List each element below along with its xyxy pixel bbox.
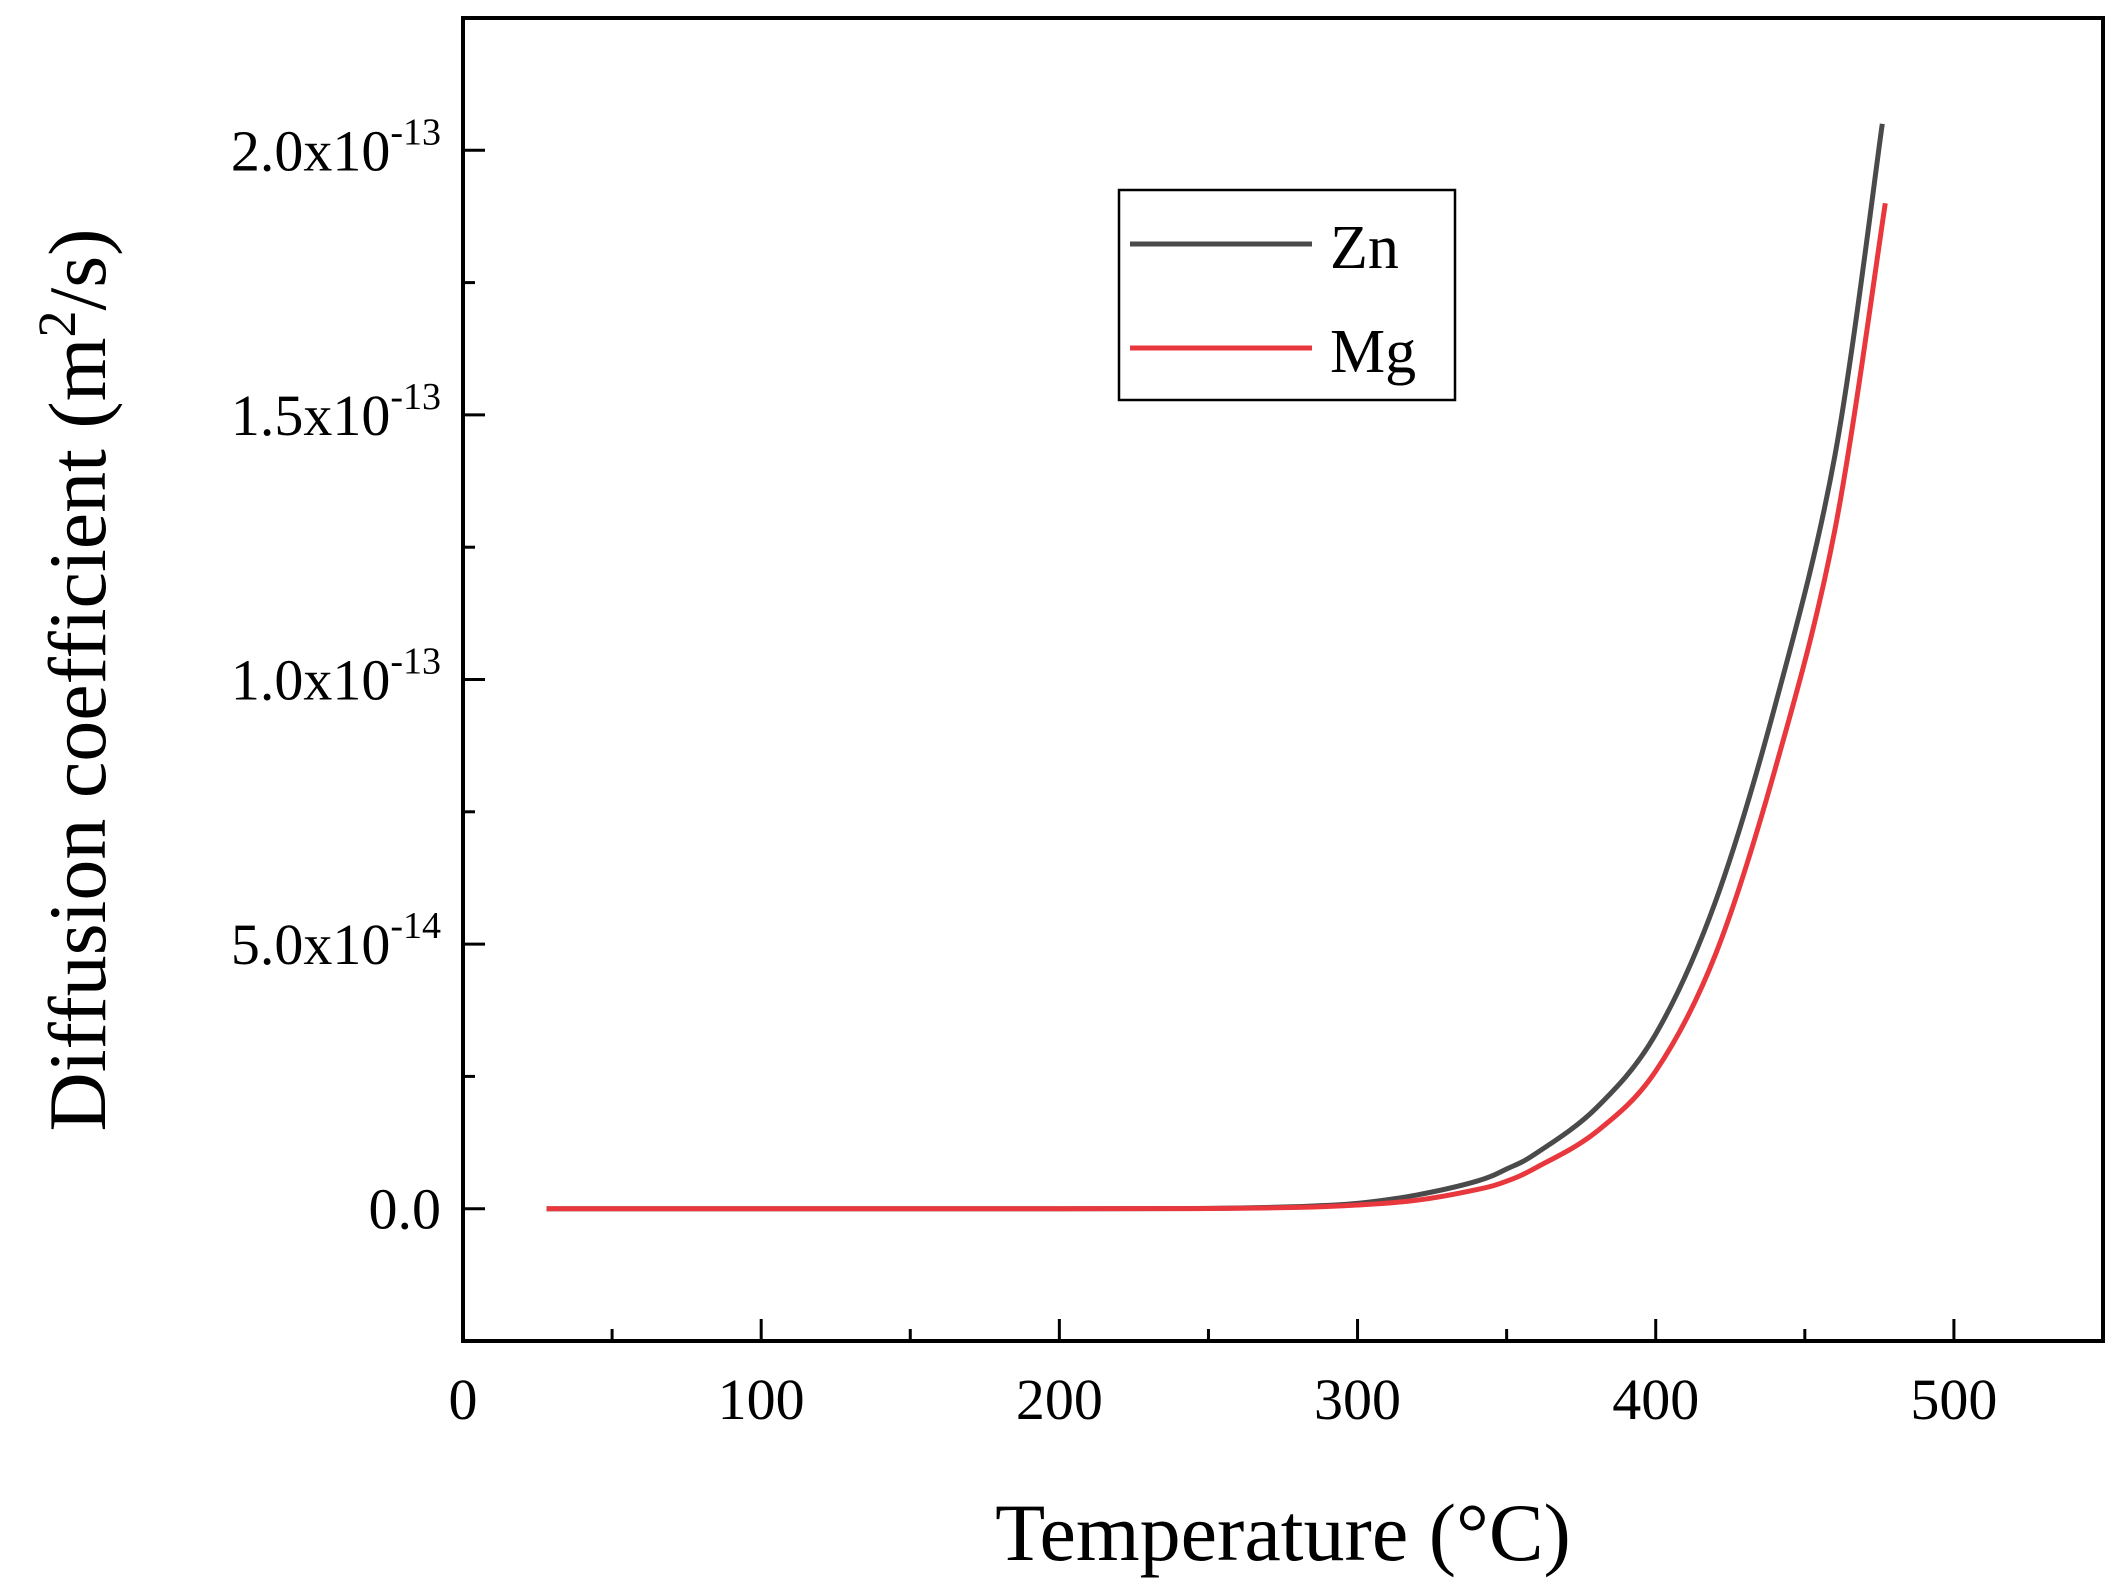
x-tick-label: 200 [1016, 1367, 1103, 1432]
x-tick-label: 0 [449, 1367, 478, 1432]
legend-box [1117, 188, 1457, 402]
x-tick-label: 300 [1314, 1367, 1401, 1432]
x-axis-ticks: 0 100 200 300 400 500 [449, 1319, 1997, 1432]
legend-label-mg: Mg [1330, 318, 1416, 386]
y-tick-label: 1.5x10-13 [231, 376, 441, 448]
y-tick-label: 1.0x10-13 [231, 641, 441, 713]
x-tick-label: 400 [1612, 1367, 1699, 1432]
legend-label-zn: Zn [1330, 214, 1399, 282]
legend: Zn Mg [1117, 188, 1457, 402]
x-tick-label: 500 [1910, 1367, 1997, 1432]
y-axis-title-sup: 2 [27, 311, 87, 338]
series-layer [546, 123, 1888, 1212]
y-tick-label: 5.0x10-14 [231, 905, 441, 977]
y-tick-label: 0.0 [369, 1177, 442, 1242]
series-line-mg [546, 202, 1888, 1212]
x-tick-label: 100 [718, 1367, 805, 1432]
y-tick-label: 2.0x10-13 [231, 111, 441, 183]
y-axis-title: Diffusion coefficient (m2/s) [27, 229, 123, 1132]
y-axis-title-main: Diffusion coefficient (m [32, 338, 123, 1132]
y-axis-ticks: 0.0 5.0x10-14 1.0x10-13 1.5x10-13 2.0x10-13 [231, 16, 485, 1343]
y-axis-title-tail: /s) [32, 229, 123, 311]
x-axis-title: Temperature (°C) [995, 1487, 1571, 1578]
